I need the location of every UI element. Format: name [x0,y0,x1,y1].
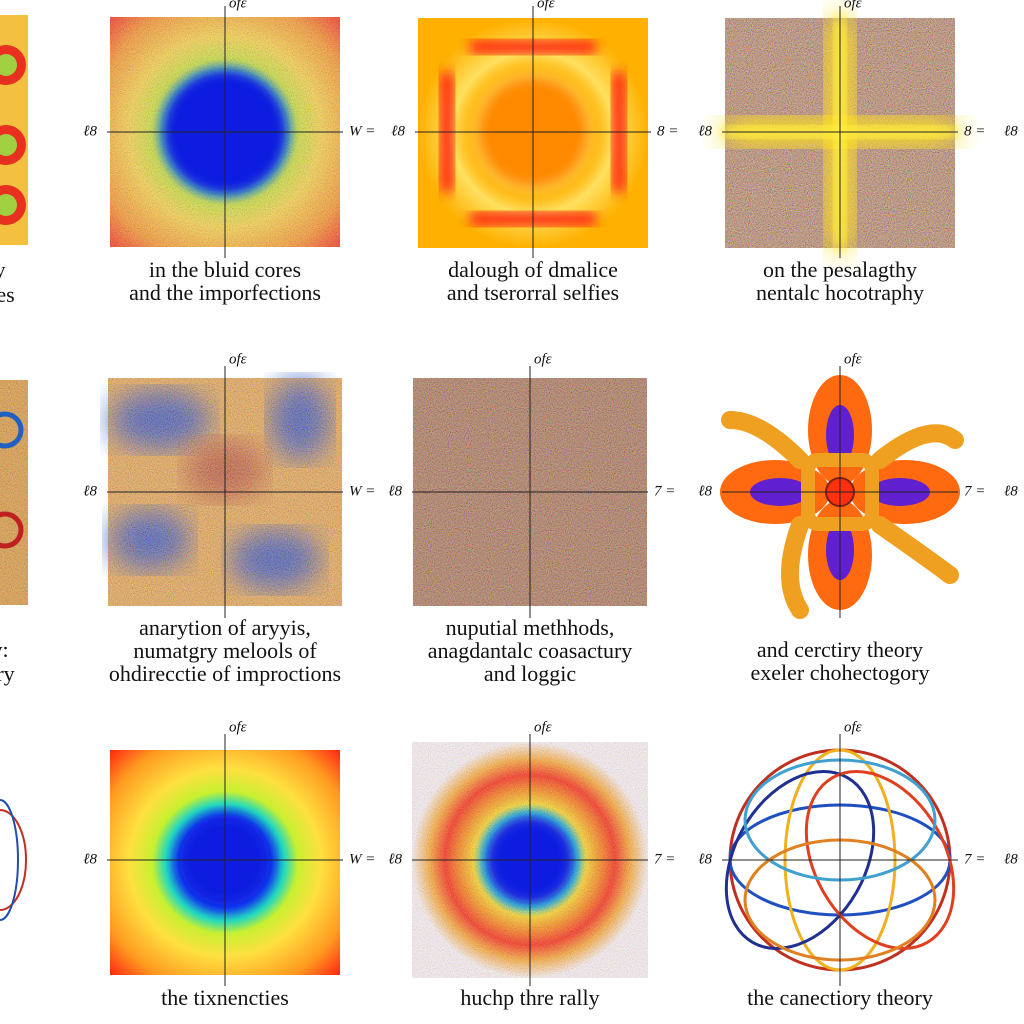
caption: in the bluid cores [149,257,301,282]
axis-label: ofε [534,719,552,735]
edge-text: nes [0,282,15,307]
axis-label: ℓ8 [388,851,402,867]
axis-label: ℓ8 [83,123,97,139]
caption: the canectiory theory [747,985,933,1010]
caption: anagdantalc coasactury [428,638,633,663]
edge-text: ℓ8 [1004,123,1018,139]
axis-label: 7 = [964,483,985,499]
axis-label: ofε [534,351,552,367]
axis-label: ℓ8 [698,123,712,139]
caption: and the imporfections [129,280,321,305]
axis-label: 8 = [657,123,678,139]
edge-thumbnails [0,15,28,921]
axis-label: ofε [537,0,555,11]
axis-label: ofε [229,0,247,11]
axis-label: ofε [844,719,862,735]
caption: and cerctiry theory [757,637,923,662]
axis-label: W = [349,851,375,867]
axis-label: ofε [844,351,862,367]
caption: numatgry melools of [133,638,317,663]
caption: dalough of dmalice [448,257,618,282]
axis-label: W = [349,483,375,499]
axis-label: 7 = [964,851,985,867]
caption: nentalc hocotraphy [756,280,924,305]
caption: ohdirecctie of improctions [109,661,341,686]
edge-text: y [0,257,6,282]
caption: anarytion of aryyis, [139,615,311,640]
axis-label: ℓ8 [388,483,402,499]
axis-label: 7 = [654,851,675,867]
caption: and tserorral selfies [447,280,619,305]
axis-label: 7 = [654,483,675,499]
caption: nuputial methhods, [446,615,615,640]
axis-label: 8 = [964,123,985,139]
edge-text: ℓ8 [1004,483,1018,499]
edge-text: y: [0,637,9,662]
caption: exeler chohectogory [751,660,930,685]
axis-label: ofε [844,0,862,11]
caption: the tixnencties [161,985,289,1010]
caption: on the pesalagthy [763,257,917,282]
axis-label: ofε [229,719,247,735]
caption: huchp thre rally [460,985,599,1010]
axis-label: ℓ8 [83,483,97,499]
axis-label: ℓ8 [698,483,712,499]
edge-text: ℓ8 [1004,851,1018,867]
axis-label: ofε [229,351,247,367]
axis-label: ℓ8 [698,851,712,867]
axis-label: ℓ8 [391,123,405,139]
axis-label: W = [349,123,375,139]
axis-label: ℓ8 [83,851,97,867]
edge-text: pry [0,661,15,686]
caption: and loggic [484,661,576,686]
